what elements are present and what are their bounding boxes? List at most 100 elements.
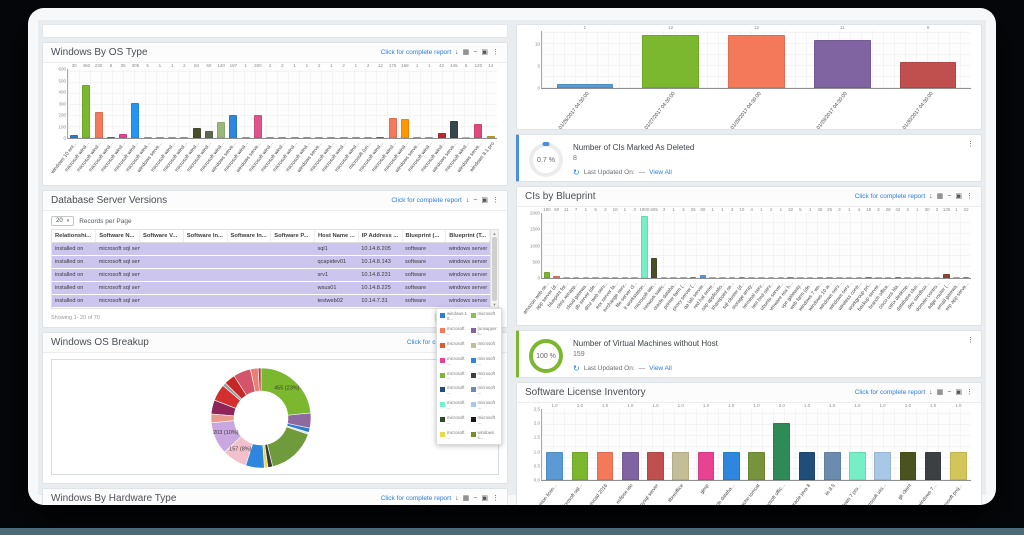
bar[interactable]: 32 (787, 207, 794, 278)
bar[interactable]: 1.0 (874, 403, 891, 480)
legend-item[interactable]: microsoft ... (470, 400, 499, 411)
column-header[interactable]: Relationshi... (52, 230, 97, 243)
bar[interactable]: 1 (155, 63, 164, 138)
legend-item[interactable]: microsoft ... (470, 415, 499, 426)
kebab-icon[interactable]: ⋮ (492, 49, 499, 56)
kebab-icon[interactable]: ⋮ (966, 389, 973, 396)
bar[interactable]: 140 (217, 63, 226, 138)
download-icon[interactable]: ↓ (929, 193, 933, 200)
bar[interactable]: 12 (728, 25, 785, 88)
minimize-icon[interactable]: − (473, 495, 478, 502)
bar[interactable]: 14 (486, 63, 495, 138)
bar[interactable]: 1.0 (924, 403, 942, 480)
popout-icon[interactable]: ▣ (481, 49, 488, 56)
bar[interactable]: 230 (94, 63, 103, 138)
bar[interactable]: 2 (602, 207, 609, 278)
bar[interactable]: 180 (543, 207, 551, 278)
popout-icon[interactable]: ▣ (955, 193, 962, 200)
bar[interactable]: 1.0 (899, 403, 917, 480)
bar[interactable]: 1 (845, 207, 853, 278)
bar[interactable]: 8 (462, 63, 471, 138)
bar[interactable]: 197 (229, 63, 238, 138)
legend-item[interactable]: windows 10... (440, 311, 468, 322)
legend-item[interactable]: microsoft ... (440, 400, 468, 411)
bar[interactable]: 1.0 (748, 403, 765, 480)
column-header[interactable]: Blueprint (T... (445, 230, 490, 243)
bar[interactable]: 28 (884, 207, 892, 278)
bar[interactable]: 60 (204, 63, 213, 138)
bar[interactable]: 1 (351, 63, 360, 138)
bar[interactable]: 1.0 (697, 403, 715, 480)
print-icon[interactable]: ▦ (936, 389, 944, 396)
bar[interactable]: 1.0 (798, 403, 816, 480)
legend-item[interactable]: microsoft ... (440, 341, 468, 352)
popout-icon[interactable]: ▣ (481, 495, 488, 502)
bar[interactable]: 3 (904, 207, 911, 278)
print-icon[interactable]: ▦ (462, 49, 470, 56)
complete-report-link[interactable]: Click for complete report (391, 197, 462, 204)
legend-item[interactable]: microsoft ... (440, 415, 468, 426)
bar[interactable]: 6 (899, 25, 957, 88)
bar[interactable]: 2 (315, 63, 324, 138)
bar[interactable]: 1.0 (647, 403, 664, 480)
column-header[interactable]: Blueprint (... (402, 230, 447, 243)
popout-icon[interactable]: ▣ (955, 389, 962, 396)
bar[interactable]: 2 (266, 63, 275, 138)
bar[interactable]: 30 (70, 63, 79, 138)
bar[interactable]: 1 (290, 63, 299, 138)
bar[interactable]: 60 (553, 207, 560, 278)
kebab-icon[interactable]: ⋮ (492, 197, 499, 204)
popout-icon[interactable]: ▣ (481, 197, 488, 204)
bar[interactable]: 8 (106, 63, 115, 138)
bar[interactable]: 1.0 (596, 403, 614, 480)
scroll-down-icon[interactable]: ▼ (492, 302, 497, 307)
bar[interactable]: 3 (933, 207, 941, 278)
complete-report-link[interactable]: Click for complete report (380, 49, 452, 56)
legend-item[interactable]: windows s... (470, 430, 499, 441)
minimize-icon[interactable]: − (947, 193, 952, 200)
donut-slice[interactable] (266, 426, 309, 467)
column-header[interactable]: Software V... (139, 230, 184, 243)
donut-slice[interactable] (257, 367, 262, 392)
download-icon[interactable]: ↓ (465, 197, 470, 204)
bar[interactable]: 35 (119, 63, 128, 138)
bar[interactable]: 1 (777, 207, 785, 278)
kebab-icon[interactable]: ⋮ (967, 141, 974, 148)
column-header[interactable]: Software In... (227, 230, 272, 243)
refresh-icon[interactable]: ↻ (573, 364, 580, 373)
scrollbar-thumb[interactable] (492, 237, 497, 301)
bar[interactable]: 200 (253, 63, 262, 138)
bar[interactable]: 1 (709, 207, 716, 278)
bar[interactable]: 1 (241, 63, 250, 138)
bar[interactable]: 1 (168, 63, 177, 138)
print-icon[interactable]: ▦ (462, 495, 470, 502)
bar[interactable]: 5 (143, 63, 152, 138)
column-header[interactable]: Software P... (270, 230, 315, 243)
bar[interactable]: 3 (728, 207, 736, 278)
bar[interactable]: 1.0 (546, 403, 563, 480)
bar[interactable]: 11 (813, 25, 871, 88)
bar[interactable]: 1.0 (849, 403, 866, 480)
complete-report-link[interactable]: Click for complete report (380, 495, 452, 502)
bar[interactable]: 12 (642, 25, 699, 88)
bar[interactable]: 2.0 (773, 403, 791, 480)
bar[interactable]: 145 (449, 63, 458, 138)
bar[interactable]: 1.0 (622, 403, 639, 480)
kebab-icon[interactable]: ⋮ (966, 193, 973, 200)
column-header[interactable]: Host Name ... (314, 230, 359, 243)
bar[interactable]: 30 (923, 207, 931, 278)
bar[interactable]: 4 (748, 207, 755, 278)
donut-slice[interactable] (260, 367, 312, 416)
bar[interactable]: 15 (865, 207, 872, 278)
bar[interactable]: 1 (914, 207, 921, 278)
download-icon[interactable]: ↓ (455, 49, 459, 56)
print-icon[interactable]: ▦ (936, 193, 944, 200)
bar[interactable]: 4 (855, 207, 863, 278)
legend-item[interactable]: microsoft ... (440, 326, 468, 337)
bar[interactable]: 1 (302, 63, 311, 138)
table-scrollbar[interactable]: ▲ ▼ (490, 230, 498, 308)
minimize-icon[interactable]: − (473, 197, 478, 204)
